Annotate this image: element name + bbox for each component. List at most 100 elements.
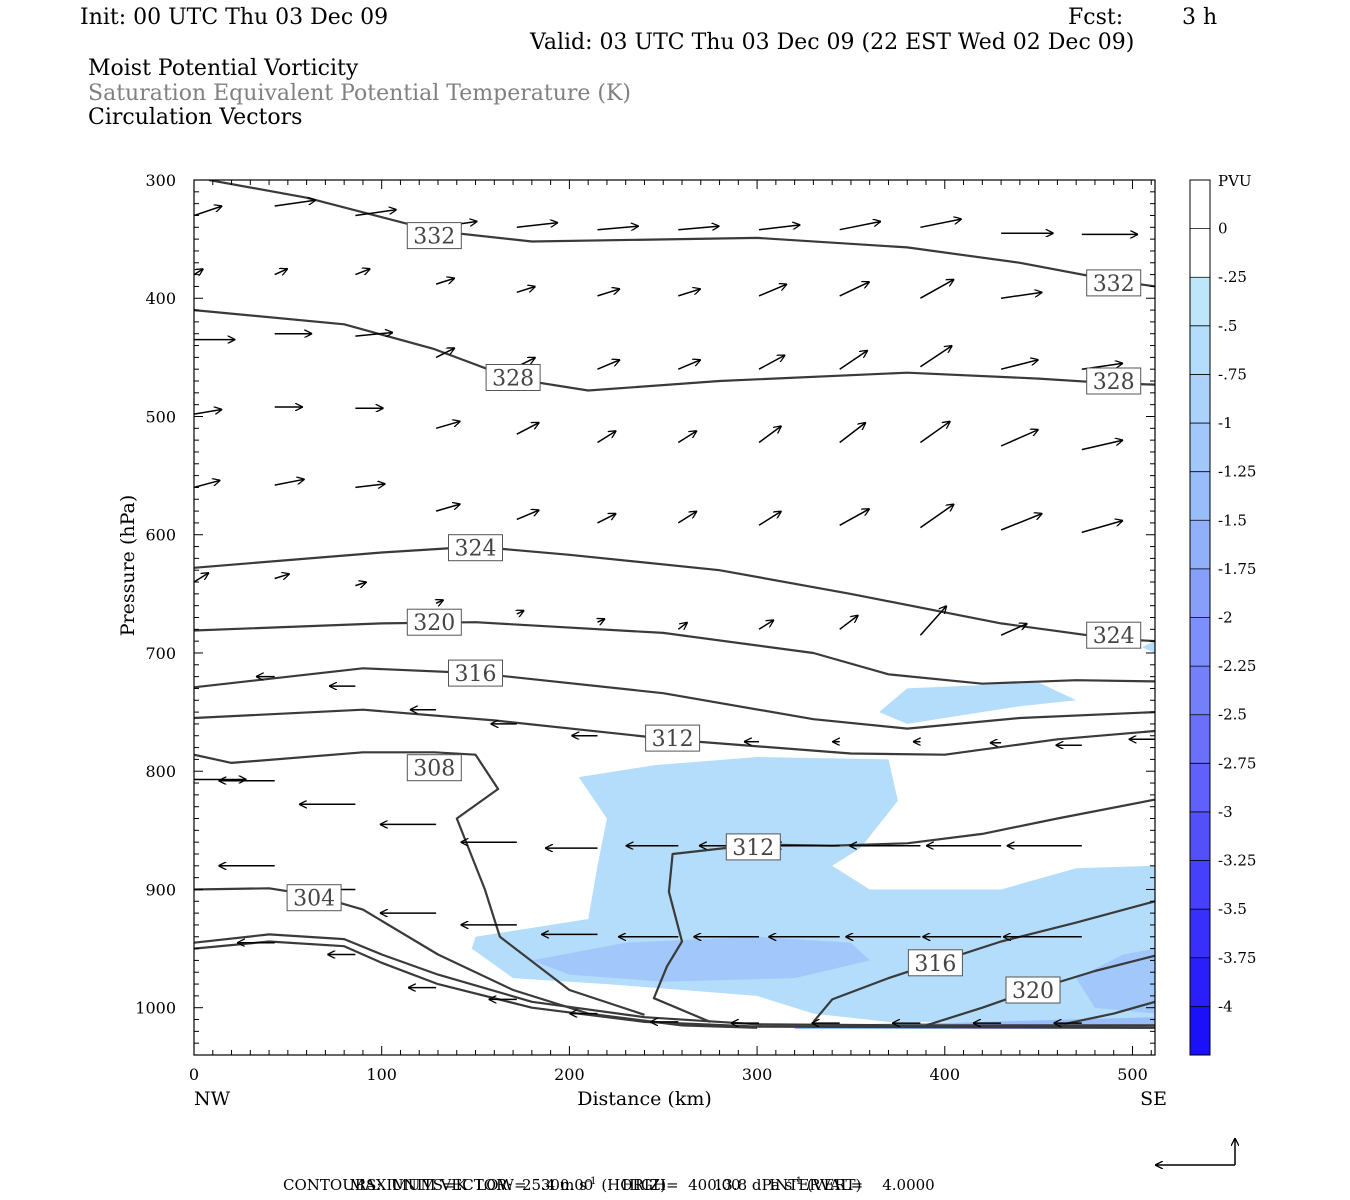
circulation-vector [355,333,393,337]
circulation-vector [194,206,222,217]
colorbar-label: -3.25 [1218,852,1256,870]
circulation-vector [758,355,785,370]
circulation-vector [274,200,316,207]
theta-contour-300 [194,933,1155,1027]
circulation-vector [919,421,950,444]
x-tick-label: 200 [554,1065,585,1084]
contour-label: 324 [455,537,497,562]
x-tick-label: 400 [930,1065,961,1084]
theta-contour-324 [1057,1000,1155,1027]
contour-label-box [1005,976,1061,1004]
colorbar-swatch [1190,714,1210,764]
colorbar-label: -2.75 [1218,754,1256,772]
colorbar-swatch [1190,228,1210,278]
circulation-vector [839,615,859,630]
circulation-vector [1000,430,1039,447]
y-tick-label: 400 [145,289,176,308]
colorbar-swatch [1190,277,1210,327]
colorbar-label: -1.75 [1218,560,1256,578]
circulation-vector [435,421,460,430]
title-mpv: Moist Potential Vorticity [88,56,359,81]
colorbar-swatch [1190,520,1210,570]
colorbar-label: -3.5 [1218,900,1247,918]
pv-shade-region [879,682,1077,724]
contour-label-box [1086,269,1142,297]
circulation-vector [435,278,455,285]
circulation-vector [677,622,687,629]
circulation-vector [919,346,952,368]
max-vector-line: MAXIMUM VECTOR: 25.4 m s-1 (HORIZ) 13.8 … [340,1158,862,1194]
colorbar-label: -1.5 [1218,511,1247,529]
circulation-vector [758,511,782,526]
colorbar-swatch [1190,666,1210,716]
pv-shade-region [1076,948,1155,1014]
theta-contour-312 [652,798,1155,1023]
contour-label: 308 [413,757,455,782]
circulation-vector [677,431,697,444]
x-tick-label: 300 [742,1065,773,1084]
y-tick-label: 600 [145,526,176,545]
contour-label-box [406,222,462,250]
contour-label: 312 [732,836,774,861]
colorbar-swatch [1190,423,1210,473]
contour-label: 320 [1012,979,1054,1004]
colorbar-label: 0 [1218,220,1228,238]
circulation-vector [597,512,617,524]
contour-label-box [725,833,781,861]
max-vector-vert: 13.8 dPa s [713,1176,793,1194]
max-vector-horiz: 25.4 m s [521,1176,587,1194]
vert-tag: (VERT) [806,1176,862,1194]
colorbar-swatch [1190,374,1210,424]
contour-info-line: CONTOURS: UNITS=K LOW= 300.00 HIGH= 400.… [283,1176,935,1194]
circulation-vector [355,269,370,275]
circulation-vector [355,210,396,217]
y-tick-label: 800 [145,762,176,781]
circulation-vector [355,582,366,586]
contour-label-box [406,754,462,782]
circulation-vector [1081,521,1123,534]
pv-shade-region [1141,641,1155,653]
circulation-vector [839,221,881,231]
circulation-vector [1000,623,1027,636]
colorbar-swatch [1190,1006,1210,1056]
y-tick-label: 500 [145,407,176,426]
circulation-vector [194,573,209,583]
colorbar-swatch [1190,957,1210,1007]
contour-label-box [406,608,462,636]
horiz-tag: (HORIZ) [601,1176,667,1194]
circulation-vector [516,223,558,229]
x-end-label-left: NW [194,1088,231,1110]
circulation-vector [1000,360,1039,370]
colorbar-label: -2.25 [1218,657,1256,675]
circulation-vector [597,289,621,297]
forecast-label: Fcst: [1068,5,1124,30]
circulation-vector [355,484,385,488]
contour-label: 312 [652,727,694,752]
colorbar-label: -2 [1218,609,1233,627]
contour-label: 316 [914,952,956,977]
axes-layer: 0 100 200 300 400 500 300 400 500 600 700 800 900 100… [117,171,1167,1110]
contour-label: 328 [492,367,534,392]
contour-label-box [448,534,503,562]
contour-label: 328 [1093,370,1135,395]
theta-contour-312 [194,708,1155,756]
colorbar-title: PVU [1218,172,1252,190]
y-tick-label: 300 [145,171,176,190]
colorbar-swatch [1190,860,1210,910]
circulation-vector [194,409,222,415]
circulation-vector [194,269,203,275]
colorbar-swatch [1190,568,1210,618]
colorbar-label: -4 [1218,997,1233,1015]
theta-contour-316 [194,667,1155,730]
contour-label-box [1086,621,1142,649]
circulation-vector [597,360,621,370]
circulation-vector-layer [194,200,1155,1023]
reference-vector [1155,1138,1235,1165]
circulation-vector [678,226,719,230]
circulation-vector [598,619,606,623]
x-end-label-right: SE [1140,1088,1167,1110]
circulation-vector [516,510,540,521]
colorbar-swatch [1190,617,1210,667]
circulation-vector [839,350,868,370]
valid-time: Valid: 03 UTC Thu 03 Dec 09 (22 EST Wed … [530,30,1135,55]
